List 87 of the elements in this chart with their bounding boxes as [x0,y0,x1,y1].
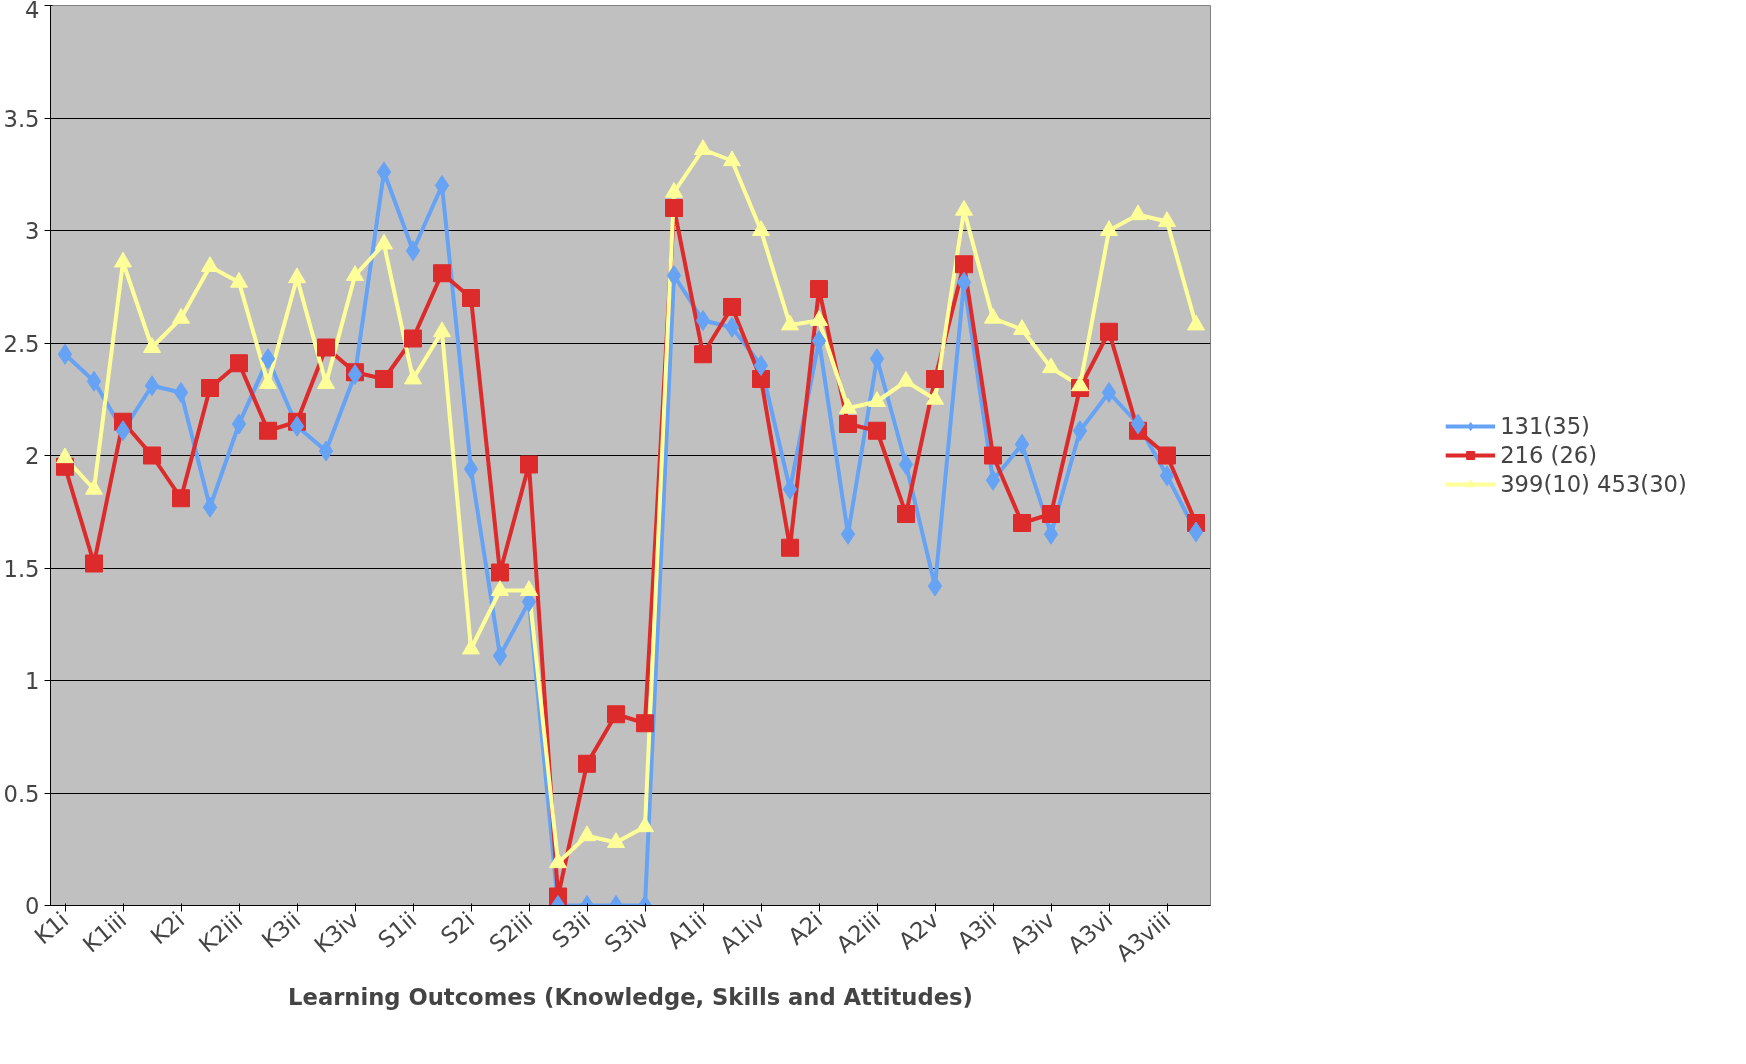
point [752,370,770,388]
point [868,421,886,440]
point [463,458,479,480]
x-tick-label: S3ii [546,906,596,954]
point [172,489,190,508]
point [723,298,741,316]
x-tick-label: K2i [145,906,190,950]
point [173,382,189,403]
point [607,832,625,848]
point [1130,413,1146,435]
point [695,310,711,331]
point [492,645,508,667]
point [86,370,102,392]
y-tick-label: 1.5 [3,555,40,582]
point [869,348,885,370]
point [57,343,73,365]
point [1188,521,1204,543]
point [985,469,1001,491]
x-axis-title: Learning Outcomes (Knowledge, Skills and Attitudes) [288,984,973,1011]
y-tick-label: 2 [25,443,40,469]
point [782,478,798,500]
point [491,563,509,582]
point [201,379,219,397]
point [1159,465,1175,487]
point [230,354,248,373]
point [376,161,392,183]
point [1014,433,1030,455]
point [926,370,944,388]
point [578,754,596,773]
point [549,852,567,869]
point [607,705,625,724]
point [839,415,857,433]
point [810,280,828,298]
point [1013,514,1031,532]
point [665,199,683,217]
x-tick-label: S1ii [372,906,422,954]
point [520,455,538,474]
point [144,375,160,397]
point [984,446,1002,465]
point [433,264,451,283]
legend-label: 399(10) 453(30) [1500,471,1687,497]
point [724,316,740,338]
point [462,289,480,307]
legend-label: 131(35) [1500,413,1590,439]
point [956,271,972,293]
point [1042,505,1060,523]
x-tick-label: A2v [893,906,944,955]
x-tick-label: S2i [435,906,480,950]
point [405,240,421,262]
y-tick-label: 2.5 [3,330,40,357]
point [781,538,799,557]
point [1158,446,1176,465]
point [404,329,422,348]
y-tick-label: 3.5 [3,105,40,132]
point [1043,523,1059,545]
point [1072,420,1088,442]
point [115,420,131,442]
y-tick-label: 4 [25,0,40,23]
point [898,454,914,475]
x-tick-label: K3ii [256,906,306,954]
point [434,175,450,196]
point [1100,322,1118,341]
point [462,638,480,655]
point [259,421,277,440]
point [318,440,334,462]
legend-label: 216 (26) [1500,442,1598,468]
point [694,345,712,364]
point [955,255,973,274]
point [143,446,161,465]
point [289,415,305,437]
y-tick-label: 3 [25,218,40,244]
point [202,496,218,518]
point [636,816,654,833]
x-tick-label: A2i [782,906,828,950]
point [636,714,654,733]
point [85,554,103,573]
point [317,338,335,357]
point [260,348,276,370]
point [1101,382,1117,403]
y-tick-label: 0.5 [3,780,40,807]
y-tick-label: 1 [25,668,40,694]
point [375,370,393,388]
point [578,825,596,842]
point [231,413,247,435]
point [897,505,915,523]
point [666,265,682,286]
point [753,355,769,376]
